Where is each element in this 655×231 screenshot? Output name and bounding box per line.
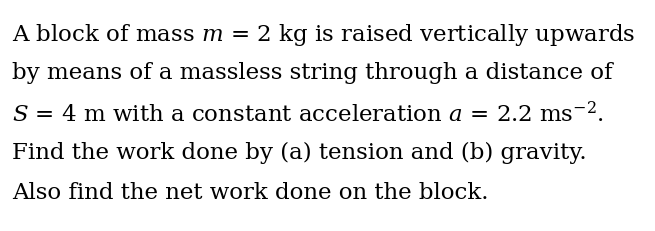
Text: A block of mass $m$ = 2 kg is raised vertically upwards: A block of mass $m$ = 2 kg is raised ver… — [12, 22, 635, 48]
Text: $S$ = 4 m with a constant acceleration $a$ = 2.2 ms$^{-2}$.: $S$ = 4 m with a constant acceleration $… — [12, 102, 604, 127]
Text: by means of a massless string through a distance of: by means of a massless string through a … — [12, 62, 612, 84]
Text: Also find the net work done on the block.: Also find the net work done on the block… — [12, 182, 489, 204]
Text: Find the work done by (a) tension and (b) gravity.: Find the work done by (a) tension and (b… — [12, 142, 587, 164]
